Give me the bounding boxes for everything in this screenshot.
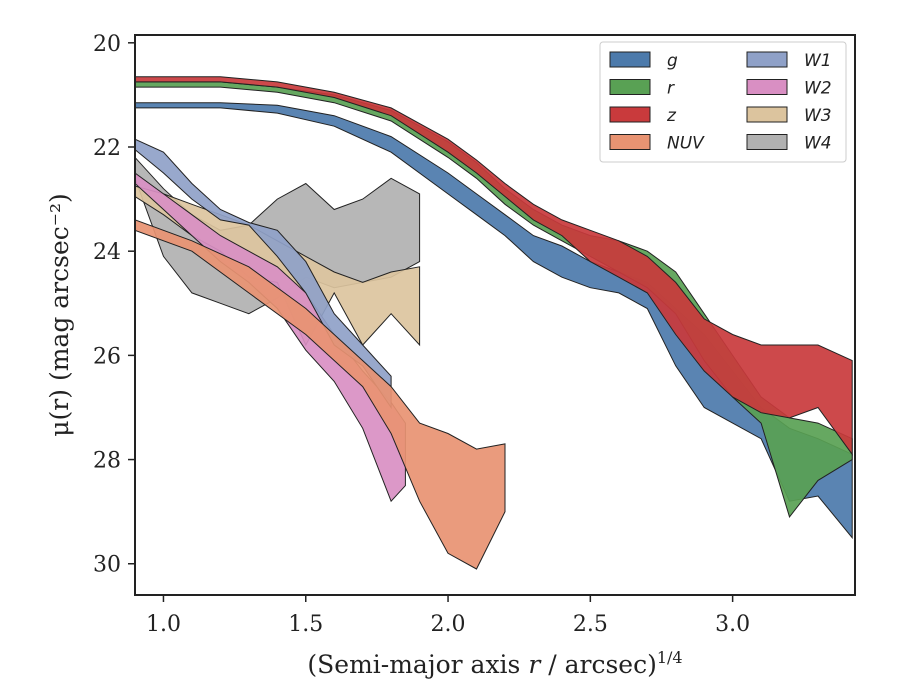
legend-swatch-w1 (746, 51, 788, 68)
y-tick-label: 26 (93, 344, 121, 369)
legend-label-w4: W4 (804, 134, 832, 154)
y-tick-label: 28 (93, 449, 121, 474)
y-axis-label: μ(r) (mag arcsec⁻²) (45, 193, 74, 436)
x-axis: 1.0 1.5 2.0 2.5 3.0 (146, 595, 750, 637)
series-g-band (135, 102, 853, 540)
y-tick-label: 20 (93, 32, 121, 57)
legend-label-nuv: NUV (667, 134, 705, 154)
legend-swatch-z (609, 106, 651, 123)
legend-frame (599, 41, 847, 163)
plot-area (135, 76, 853, 570)
plot-frame (134, 34, 856, 596)
y-tick-label: 22 (93, 136, 121, 161)
x-tick-label: 2.5 (573, 612, 608, 637)
x-tick-label: 2.0 (431, 612, 466, 637)
legend-swatch-w3 (746, 106, 788, 123)
x-tick-label: 3.0 (715, 612, 750, 637)
x-tick-label: 1.0 (146, 612, 181, 637)
legend-label-w1: W1 (804, 51, 832, 71)
legend-label-w2: W2 (804, 79, 832, 99)
legend-swatch-r (609, 79, 651, 95)
legend-label-g: g (667, 51, 678, 71)
y-axis: 20 22 24 26 28 30 (93, 32, 135, 578)
series-nuv-band (135, 219, 506, 570)
legend-swatch-g (609, 51, 651, 68)
legend-swatch-nuv (609, 134, 651, 150)
legend-label-w3: W3 (804, 106, 832, 126)
legend-swatch-w4 (746, 134, 788, 150)
x-axis-label: (Semi-major axis r / arcsec)1/4 (307, 648, 682, 679)
legend-label-z: z (666, 106, 677, 126)
legend: grz NUV W1 W2 W3 W4 (599, 41, 847, 163)
y-tick-label: 24 (93, 240, 121, 265)
series-z-band (135, 76, 853, 456)
x-tick-label: 1.5 (288, 612, 323, 637)
y-tick-label: 30 (93, 553, 121, 578)
legend-swatch-w2 (746, 79, 788, 95)
legend-label-r: r (667, 79, 675, 99)
